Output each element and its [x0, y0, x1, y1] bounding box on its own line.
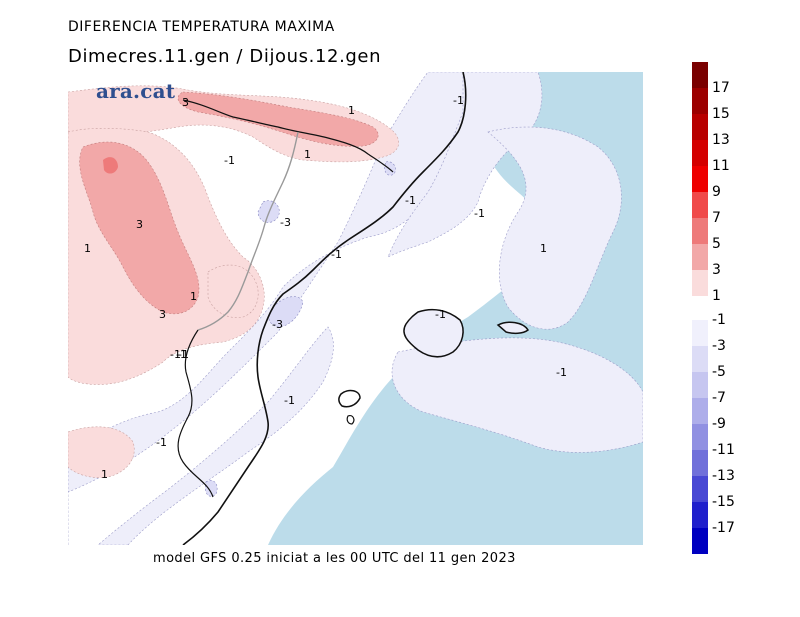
contour-label: -1: [556, 366, 567, 379]
contour-label: -3: [280, 216, 291, 229]
cold-zone-offshore: [487, 126, 622, 330]
legend-swatch-cold: [692, 398, 708, 424]
legend-swatch-warm: [692, 62, 708, 88]
legend-label-cold: -13: [712, 468, 735, 484]
legend-label-warm: 11: [712, 158, 730, 174]
contour-label: -1: [474, 207, 485, 220]
model-run-footer: model GFS 0.25 iniciat a les 00 UTC del …: [153, 551, 516, 566]
legend-swatch-cold: [692, 476, 708, 502]
legend-label-warm: 15: [712, 106, 730, 122]
contour-label: -1: [405, 194, 416, 207]
contour-label: 1: [304, 148, 311, 161]
legend-label-warm: 5: [712, 236, 721, 252]
legend-swatch-warm: [692, 244, 708, 270]
warm-zone-plus1-southwest: [68, 426, 135, 478]
contour-label: 3: [182, 96, 189, 109]
contour-label: -1: [176, 348, 187, 361]
valencia-border: [177, 329, 214, 498]
contour-label: -1: [435, 308, 446, 321]
legend-label-cold: -7: [712, 390, 726, 406]
legend-label-cold: -9: [712, 416, 726, 432]
legend-label-warm: 3: [712, 262, 721, 278]
warm-zone-plus1-north: [68, 85, 399, 163]
cold-zone-south: [97, 326, 334, 545]
contour-label: 1: [540, 242, 547, 255]
cold-zone-minus3-2: [268, 296, 304, 328]
legend-label-cold: -17: [712, 520, 735, 536]
legend-label-warm: 1: [712, 288, 721, 304]
contour-label: 1: [84, 242, 91, 255]
legend-swatch-warm: [692, 88, 708, 114]
contour-label: 1: [348, 104, 355, 117]
map-title: DIFERENCIA TEMPERATURA MAXIMA: [68, 19, 335, 35]
legend-label-cold: -1: [712, 312, 726, 328]
legend-label-cold: -15: [712, 494, 735, 510]
contour-label: -1: [453, 94, 464, 107]
cold-zone-minus3-3: [205, 480, 218, 497]
legend-label-warm: 17: [712, 80, 730, 96]
legend-label-cold: -5: [712, 364, 726, 380]
island-ibiza: [338, 389, 361, 408]
coastline: [182, 72, 467, 545]
legend-swatch-cold: [692, 450, 708, 476]
legend-swatch-warm: [692, 192, 708, 218]
legend-swatch-warm: [692, 166, 708, 192]
legend-swatch-warm: [692, 140, 708, 166]
contour-label: -3: [272, 318, 283, 331]
legend-label-warm: 13: [712, 132, 730, 148]
legend-swatch-warm: [692, 270, 708, 296]
warm-zone-plus3-north: [177, 91, 379, 147]
legend-swatch-cold: [692, 346, 708, 372]
legend-label-warm: 9: [712, 184, 721, 200]
france-spain-border: [182, 99, 394, 173]
contour-label: -1: [178, 348, 189, 361]
contour-label: 3: [159, 308, 166, 321]
contour-label: 1: [190, 290, 197, 303]
temperature-difference-map: 3 1 -1 1 -1 -1 -1 -3 3 1 -1 1 1 3 -1 -3 …: [68, 72, 643, 545]
color-legend: 17 15 13 11 9 7 5 3 1 -1 -3 -5 -7 -9 -11 -13 -15 -17: [692, 62, 752, 556]
legend-swatch-cold: [692, 502, 708, 528]
cold-zone-minus3: [257, 200, 280, 223]
map-subtitle: Dimecres.11.gen / Dijous.12.gen: [68, 46, 382, 67]
contour-labels: 3 1 -1 1 -1 -1 -1 -3 3 1 -1 1 1 3 -1 -3 …: [84, 94, 567, 481]
cold-zone-minus1: [68, 72, 469, 545]
legend-label-warm: 7: [712, 210, 721, 226]
contour-label: 1: [101, 468, 108, 481]
legend-swatch-cold: [692, 528, 708, 554]
contour-label: 3: [136, 218, 143, 231]
island-mallorca: [403, 308, 464, 358]
warm-zone-plus5: [103, 157, 118, 174]
sea-region-south: [318, 402, 643, 545]
contour-label: -1: [170, 348, 181, 361]
island-menorca: [496, 321, 529, 335]
legend-label-cold: -11: [712, 442, 735, 458]
contour-label: -1: [224, 154, 235, 167]
legend-swatch-cold: [692, 372, 708, 398]
catalonia-border: [197, 131, 299, 331]
legend-swatch-cold: [692, 320, 708, 346]
contour-label: -1: [156, 436, 167, 449]
legend-swatch-warm: [692, 114, 708, 140]
island-formentera: [346, 415, 355, 425]
warm-zone-plus3-west: [79, 141, 200, 315]
contour-label: -1: [331, 248, 342, 261]
map-canvas: 3 1 -1 1 -1 -1 -1 -3 3 1 -1 1 1 3 -1 -3 …: [68, 72, 643, 545]
legend-swatch-cold: [692, 424, 708, 450]
legend-label-cold: -3: [712, 338, 726, 354]
ara-cat-logo: ara.cat: [96, 79, 176, 103]
legend-swatch-warm: [692, 218, 708, 244]
contour-label: -1: [284, 394, 295, 407]
cold-zone-south-east: [391, 337, 643, 453]
